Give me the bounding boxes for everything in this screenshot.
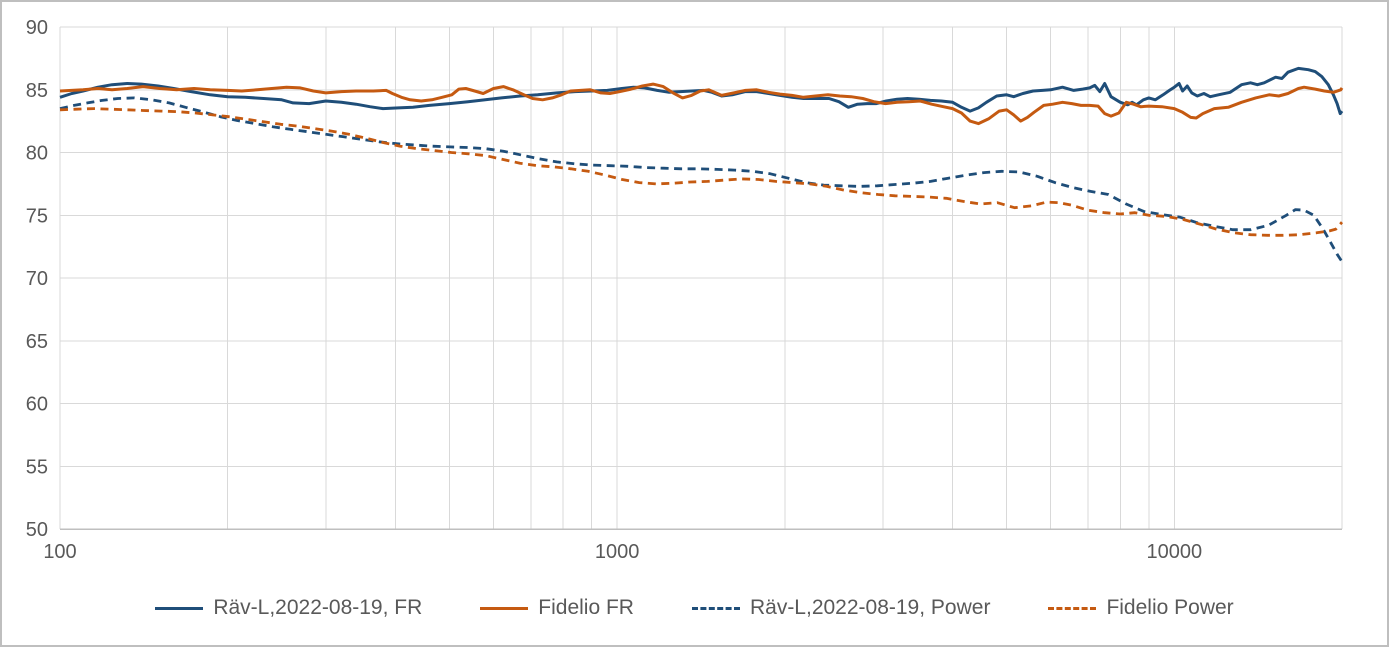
x-axis-tick-label: 10000 (1146, 541, 1202, 563)
x-axis-tick-label: 100 (43, 541, 76, 563)
series-lines (59, 66, 1344, 263)
x-axis-tick-label: 1000 (595, 541, 640, 563)
legend-item-fidelio-power[interactable]: Fidelio Power (1048, 596, 1234, 620)
legend-line-sample-solid-blue-icon (155, 606, 204, 610)
legend-item-fidelio-fr[interactable]: Fidelio FR (480, 596, 634, 620)
gridlines (59, 26, 1343, 529)
legend-label: Fidelio Power (1106, 596, 1234, 619)
y-axis-tick-label: 85 (26, 80, 48, 102)
legend-label: Fidelio FR (538, 596, 634, 619)
series-line-1[interactable] (59, 82, 1344, 126)
y-axis-tick-label: 90 (26, 17, 48, 39)
legend-label: Räv-L,2022-08-19, FR (213, 596, 423, 619)
legend-line-sample-dashed-blue-icon (691, 606, 740, 610)
x-axis-tick-labels: 100 1000 10000 (43, 541, 1202, 563)
legend-item-raev-power[interactable]: Räv-L,2022-08-19, Power (691, 596, 991, 620)
legend-line-sample-dashed-orange-icon (1048, 606, 1097, 610)
y-axis-tick-label: 75 (26, 205, 48, 227)
y-axis-tick-label: 50 (26, 519, 48, 541)
y-axis-tick-label: 70 (26, 268, 48, 290)
y-axis-tick-labels: 50 55 60 65 70 75 80 85 90 (26, 17, 48, 541)
series-line-0[interactable] (59, 66, 1344, 116)
y-axis-tick-label: 60 (26, 394, 48, 416)
y-axis-tick-label: 65 (26, 331, 48, 353)
legend-item-raev-fr[interactable]: Räv-L,2022-08-19, FR (155, 596, 422, 620)
chart-legend: Räv-L,2022-08-19, FR Fidelio FR Räv-L,20… (2, 586, 1387, 630)
legend-label: Räv-L,2022-08-19, Power (749, 596, 991, 619)
series-line-3[interactable] (59, 107, 1344, 237)
y-axis-tick-label: 55 (26, 456, 48, 478)
legend-line-sample-solid-orange-icon (480, 606, 529, 610)
series-line-2[interactable] (59, 96, 1344, 263)
y-axis-tick-label: 80 (26, 143, 48, 165)
